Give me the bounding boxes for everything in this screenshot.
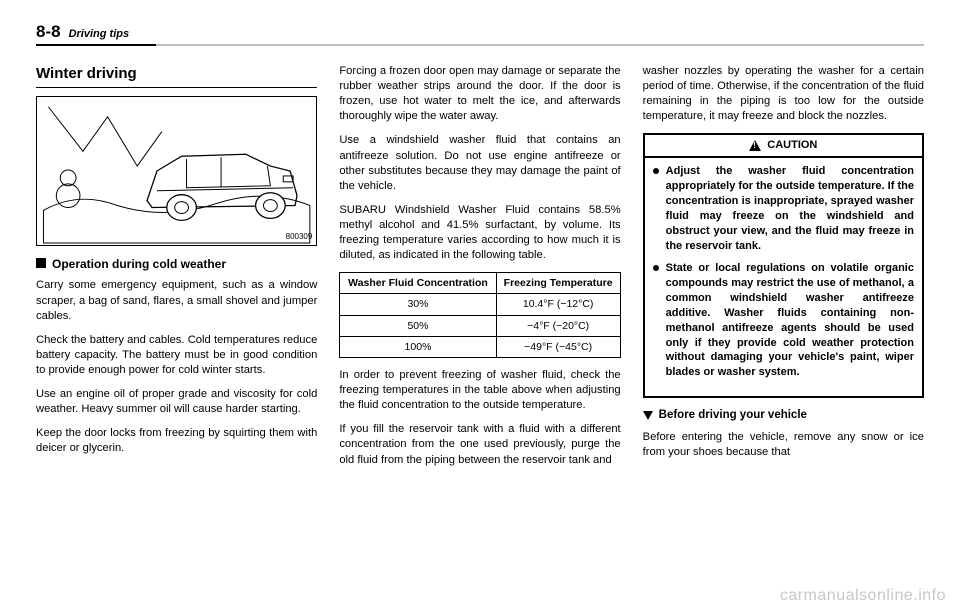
watermark: carmanualsonline.info — [780, 587, 946, 605]
caution-text-1: Adjust the washer fluid concentration ap… — [666, 164, 914, 253]
rule-light — [156, 44, 924, 46]
suv-snow-drawing — [37, 97, 316, 245]
col3-p1: washer nozzles by operating the washer f… — [643, 64, 924, 124]
caution-label: CAUTION — [767, 138, 817, 153]
table-row: 30% 10.4°F (−12°C) — [340, 294, 620, 315]
warning-triangle-icon — [749, 140, 761, 151]
caution-text-2: State or local regulations on volatile o… — [666, 261, 914, 380]
col2-p1: Forcing a frozen door open may damage or… — [339, 64, 620, 124]
col1-p3: Use an engine oil of proper grade and vi… — [36, 387, 317, 417]
before-driving-label: Before driving your vehicle — [659, 408, 807, 424]
table-cell: 10.4°F (−12°C) — [496, 294, 620, 315]
illustration-code: 800309 — [286, 232, 313, 243]
bullet-icon — [653, 265, 659, 271]
col1-p1: Carry some emergency equipment, such as … — [36, 278, 317, 323]
table-row: 50% −4°F (−20°C) — [340, 315, 620, 336]
cold-weather-subhead: Operation during cold weather — [36, 256, 317, 272]
col1-p2: Check the battery and cables. Cold tempe… — [36, 333, 317, 378]
col3-p2: Before entering the vehicle, remove any … — [643, 430, 924, 460]
column-3: washer nozzles by operating the washer f… — [643, 64, 924, 477]
table-cell: 50% — [340, 315, 496, 336]
cold-weather-label: Operation during cold weather — [52, 256, 226, 272]
caution-item: Adjust the washer fluid concentration ap… — [653, 164, 914, 253]
freezing-table: Washer Fluid Concentration Freezing Temp… — [339, 272, 620, 358]
section-label: Driving tips — [69, 28, 130, 40]
table-cell: −4°F (−20°C) — [496, 315, 620, 336]
winter-illustration: 800309 — [36, 96, 317, 246]
rule-dark — [36, 44, 156, 46]
table-head-concentration: Washer Fluid Concentration — [340, 273, 496, 294]
before-driving-subhead: Before driving your vehicle — [643, 408, 924, 424]
page-number: 8-8 — [36, 22, 61, 42]
table-cell: 100% — [340, 336, 496, 357]
column-1: Winter driving — [36, 64, 317, 477]
caution-item: State or local regulations on volatile o… — [653, 261, 914, 380]
col1-p4: Keep the door locks from freezing by squ… — [36, 426, 317, 456]
table-row: 100% −49°F (−45°C) — [340, 336, 620, 357]
caution-body: Adjust the washer fluid concentration ap… — [645, 158, 922, 396]
bullet-icon — [653, 168, 659, 174]
table-cell: 30% — [340, 294, 496, 315]
col2-p5: If you fill the reservoir tank with a fl… — [339, 422, 620, 467]
triangle-down-icon — [643, 411, 653, 420]
col2-p3: SUBARU Windshield Washer Fluid contains … — [339, 203, 620, 263]
caution-header: CAUTION — [645, 135, 922, 158]
manual-page: 8-8 Driving tips Winter driving — [0, 0, 960, 487]
winter-driving-heading: Winter driving — [36, 64, 317, 88]
table-head-temperature: Freezing Temperature — [496, 273, 620, 294]
page-header: 8-8 Driving tips — [36, 22, 924, 42]
table-row: Washer Fluid Concentration Freezing Temp… — [340, 273, 620, 294]
table-cell: −49°F (−45°C) — [496, 336, 620, 357]
col2-p2: Use a windshield washer fluid that conta… — [339, 133, 620, 193]
column-2: Forcing a frozen door open may damage or… — [339, 64, 620, 477]
col2-p4: In order to prevent freezing of washer f… — [339, 368, 620, 413]
content-columns: Winter driving — [36, 64, 924, 477]
square-bullet-icon — [36, 258, 46, 268]
header-rule — [36, 44, 924, 46]
caution-box: CAUTION Adjust the washer fluid concentr… — [643, 133, 924, 398]
